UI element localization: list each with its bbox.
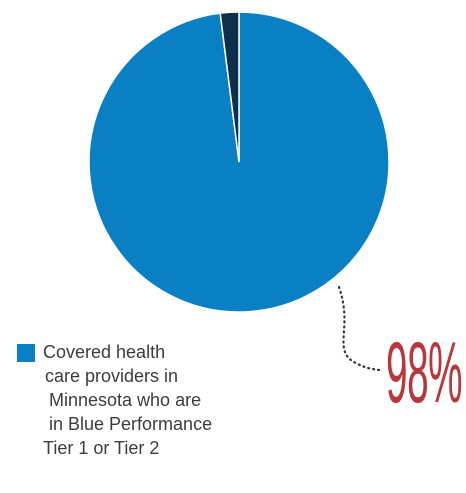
legend-label: Covered health care providers in Minneso… — [43, 340, 293, 460]
legend: Covered health care providers in Minneso… — [17, 340, 317, 460]
legend-line: in Blue Performance — [49, 414, 213, 434]
percent-annotation: 98% — [386, 325, 463, 421]
legend-line: Tier 1 or Tier 2 — [43, 438, 160, 458]
legend-line: Minnesota who are — [49, 390, 202, 410]
legend-line: Covered health — [43, 342, 166, 362]
pie-slices — [88, 11, 390, 313]
legend-swatch — [17, 344, 35, 362]
pie-slice-1 — [219, 11, 240, 163]
legend-line: care providers in — [45, 366, 179, 386]
leader-dotted-line — [337, 285, 381, 372]
